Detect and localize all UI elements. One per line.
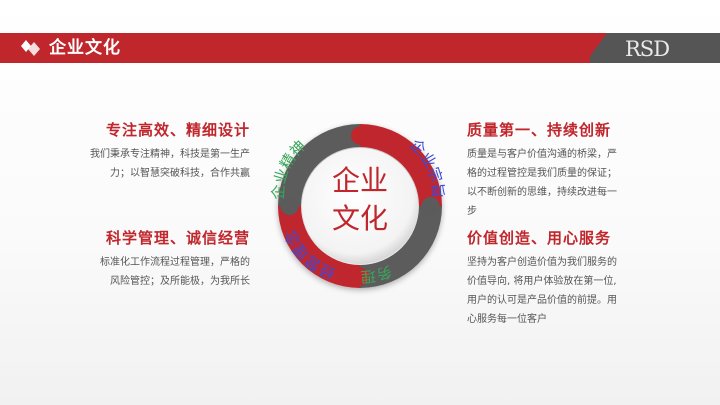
desc-top-left: 我们秉承专注精神，科技是第一生产 力；以智慧突破科技，合作共赢 [40, 145, 250, 183]
center-disc [302, 148, 418, 264]
desc-line: 心服务每一位客户 [467, 314, 547, 325]
center-title-line1: 企业 [332, 164, 388, 197]
header-logo-bar [590, 33, 720, 63]
heading-bottom-left: 科学管理、诚信经营 [105, 229, 250, 247]
ring-segments [278, 124, 442, 288]
desc-line: 标准化工作流程过程管理，严格的 [100, 257, 250, 268]
desc-bottom-right: 坚持为客户创造价值为我们服务的 价值导向, 将用户体验放在第一位, 用户的认可是… [467, 253, 642, 329]
heading-top-right: 质量第一、持续创新 [467, 121, 612, 139]
ring-segment-br [360, 206, 442, 288]
puzzle-tab [351, 267, 369, 286]
desc-line: 价值导向, 将用户体验放在第一位, [467, 276, 617, 287]
desc-line: 风险管控；及所能极，为我所长 [110, 276, 250, 287]
desc-line: 步 [467, 206, 477, 217]
puzzle-tab [351, 126, 369, 145]
puzzle-tab [421, 197, 440, 215]
desc-line: 坚持为客户创造价值为我们服务的 [467, 257, 617, 268]
ring-segment-tr [360, 124, 442, 206]
page-title: 企业文化 [49, 38, 121, 58]
header-bar [0, 33, 600, 63]
heading-bottom-right: 价值创造、用心服务 [467, 229, 612, 247]
desc-line: 我们秉承专注精神，科技是第一生产 [90, 149, 250, 160]
ring-segment-bl [278, 206, 360, 288]
diamond-icon [21, 40, 40, 56]
puzzle-tab [280, 197, 299, 215]
desc-line: 格的过程管控是我们质量的保证； [467, 168, 617, 179]
heading-top-left: 专注高效、精细设计 [105, 121, 250, 139]
header-divider [585, 33, 607, 63]
desc-line: 用户的认可是产品价值的前提。用 [467, 295, 617, 306]
desc-bottom-left: 标准化工作流程过程管理，严格的 风险管控；及所能极，为我所长 [40, 253, 250, 291]
desc-top-right: 质量是与客户价值沟通的桥梁，严 格的过程管控是我们质量的保证； 以不断创新的思维… [467, 145, 642, 221]
company-logo: RSD [625, 37, 670, 61]
desc-line: 以不断创新的思维，持续改进每一 [467, 187, 617, 198]
ring-segment-tl [278, 124, 360, 206]
puzzle-tabs [280, 126, 440, 286]
center-title-line2: 文化 [332, 202, 388, 235]
desc-line: 质量是与客户价值沟通的桥梁，严 [467, 149, 617, 160]
desc-line: 力；以智慧突破科技，合作共赢 [110, 168, 250, 179]
